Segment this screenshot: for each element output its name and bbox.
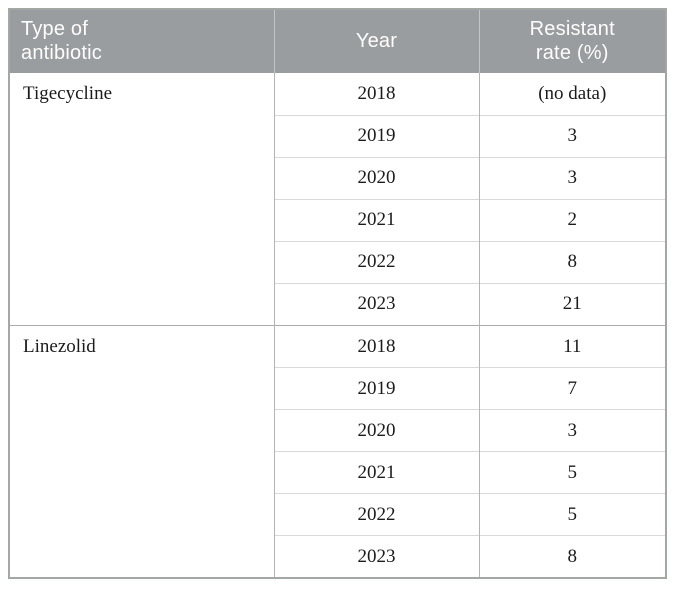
table-row: Tigecycline 2018 (no data): [9, 73, 666, 326]
header-resistant-rate: Resistant rate (%): [478, 9, 666, 73]
header-year-label: Year: [355, 30, 398, 52]
rate-cell: (no data): [478, 73, 666, 116]
antibiotic-cell-tigecycline: Tigecycline: [9, 73, 274, 326]
header-type-of-antibiotic-label: Type of antibiotic: [21, 17, 102, 64]
year-cell: 2018: [273, 324, 479, 368]
table-row: 2021 2: [9, 198, 666, 242]
table-row: 2021 5: [9, 451, 666, 494]
rate-cell: 11: [478, 324, 666, 368]
antibiotic-resistance-table-wrap: Type of antibiotic Year Resistant rate (…: [8, 8, 667, 579]
table-row: 2020 3: [9, 409, 666, 452]
rate-cell: 21: [478, 282, 666, 326]
year-cell: 2020: [273, 156, 479, 200]
antibiotic-cell-linezolid: Linezolid: [9, 324, 274, 578]
table-row: 2019 3: [9, 114, 666, 158]
table-row: Linezolid 2018 11: [9, 324, 666, 578]
year-cell: 2019: [273, 114, 479, 158]
antibiotic-resistance-table: Type of antibiotic Year Resistant rate (…: [8, 8, 667, 579]
year-cell: 2022: [273, 493, 479, 536]
rate-cell: 5: [478, 451, 666, 494]
header-type-of-antibiotic: Type of antibiotic: [9, 9, 274, 73]
rate-cell: 8: [478, 240, 666, 284]
rate-cell: 2: [478, 198, 666, 242]
year-cell: 2022: [273, 240, 479, 284]
rate-cell: 5: [478, 493, 666, 536]
table-row: 2023 8: [9, 535, 666, 578]
year-cell: 2021: [273, 198, 479, 242]
table-row: 2022 8: [9, 240, 666, 284]
header-year: Year: [273, 9, 479, 73]
rate-cell: 7: [478, 367, 666, 410]
year-cell: 2019: [273, 367, 479, 410]
year-cell: 2023: [273, 282, 479, 326]
year-cell: 2023: [273, 535, 479, 578]
rate-cell: 3: [478, 409, 666, 452]
year-cell: 2018: [273, 73, 479, 116]
header-row: Type of antibiotic Year Resistant rate (…: [9, 9, 666, 73]
year-cell: 2020: [273, 409, 479, 452]
rate-cell: 8: [478, 535, 666, 578]
table-row: 2023 21: [9, 282, 666, 326]
table-row: 2019 7: [9, 367, 666, 410]
rate-cell: 3: [478, 156, 666, 200]
table-row: 2022 5: [9, 493, 666, 536]
header-resistant-rate-label: Resistant rate (%): [529, 17, 615, 64]
rate-cell: 3: [478, 114, 666, 158]
table-body: Tigecycline 2018 (no data) 2019 3 2020 3…: [9, 73, 666, 578]
year-cell: 2021: [273, 451, 479, 494]
table-header: Type of antibiotic Year Resistant rate (…: [9, 9, 666, 73]
table-row: 2020 3: [9, 156, 666, 200]
